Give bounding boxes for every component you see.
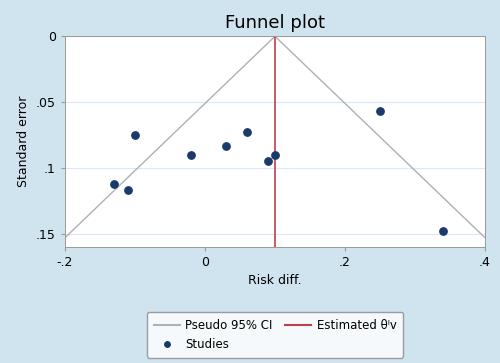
Point bbox=[110, 181, 118, 187]
Point bbox=[187, 152, 195, 158]
Point bbox=[271, 152, 279, 158]
Point bbox=[131, 132, 139, 138]
Point bbox=[243, 130, 251, 135]
Title: Funnel plot: Funnel plot bbox=[225, 14, 325, 32]
Point bbox=[124, 187, 132, 193]
Y-axis label: Standard error: Standard error bbox=[18, 96, 30, 187]
Point bbox=[222, 143, 230, 148]
X-axis label: Risk diff.: Risk diff. bbox=[248, 274, 302, 287]
Point bbox=[439, 228, 447, 234]
Point bbox=[264, 158, 272, 164]
Legend: Pseudo 95% CI, Studies, Estimated θᴵᴠ: Pseudo 95% CI, Studies, Estimated θᴵᴠ bbox=[146, 312, 404, 358]
Point bbox=[376, 109, 384, 114]
